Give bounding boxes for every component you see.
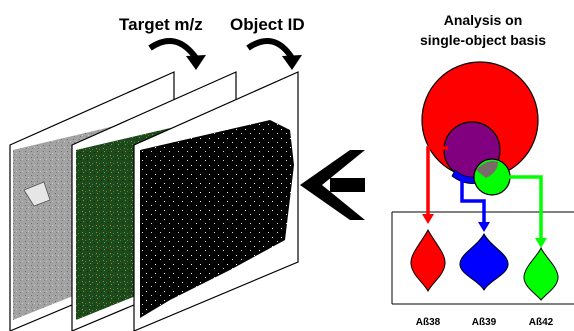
violin-label: Aß39: [472, 317, 497, 328]
object-id-label: Object ID: [230, 15, 305, 34]
feedback-arrow-icon: [300, 150, 365, 220]
violin-green: [523, 246, 559, 301]
violin-label: Aß42: [529, 317, 554, 328]
analysis-title-line1: Analysis on: [444, 12, 523, 28]
curved-arrow-icon: [148, 37, 206, 70]
curved-arrow-icon: [246, 37, 302, 70]
tissue-black: [140, 120, 294, 318]
analysis-title-line2: single-object basis: [420, 32, 546, 48]
arrow-blue: [460, 179, 490, 232]
slice-object-id: [133, 71, 299, 331]
violin-label: Aß38: [416, 317, 441, 328]
violin-red: [410, 228, 446, 293]
violin-blue: [459, 232, 509, 291]
arrow-green: [504, 175, 547, 248]
tissue-fold: [23, 181, 51, 207]
arrow-red: [422, 146, 448, 224]
target-mz-label: Target m/z: [119, 15, 203, 34]
circle-overlap-gray: [476, 161, 498, 178]
